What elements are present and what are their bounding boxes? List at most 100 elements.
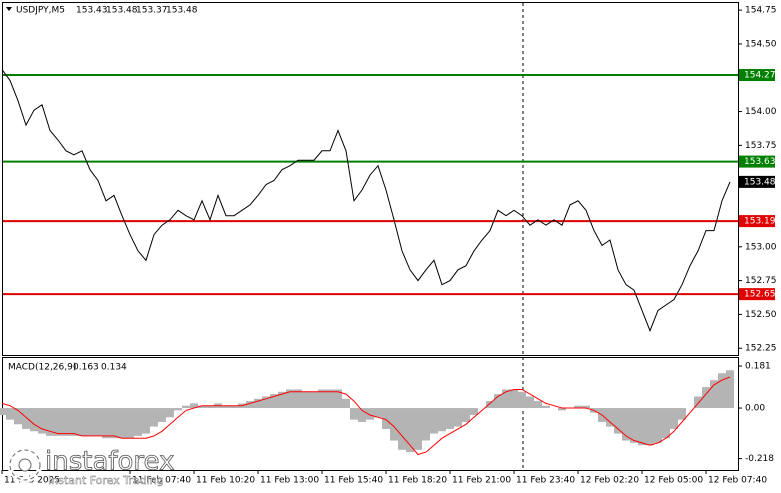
- macd-bar: [678, 408, 686, 420]
- y-tick-label: 152.75: [745, 276, 777, 286]
- macd-title: MACD(12,26,9): [8, 363, 76, 373]
- x-tick-label: 11 Feb 23:40: [516, 476, 575, 486]
- macd-bar: [126, 408, 134, 439]
- macd-bar: [46, 408, 54, 436]
- y-tick-label: 153.00: [745, 242, 777, 252]
- macd-bar: [334, 389, 342, 409]
- macd-bar: [118, 408, 126, 439]
- macd-bar: [614, 408, 622, 434]
- macd-bar: [526, 396, 534, 409]
- x-tick-label: 11 Feb 15:40: [324, 476, 383, 486]
- macd-bar: [646, 408, 654, 446]
- price-line: [1, 69, 731, 333]
- macd-bar: [358, 408, 366, 422]
- macd-bar: [6, 408, 14, 420]
- macd-bar: [222, 405, 230, 409]
- macd-bar: [110, 408, 118, 439]
- macd-bar: [30, 408, 38, 432]
- macd-bar: [102, 408, 110, 439]
- macd-bar: [38, 408, 46, 434]
- macd-bar: [510, 389, 518, 409]
- macd-bar: [462, 408, 470, 422]
- x-tick-label: 12 Feb 07:40: [708, 476, 767, 486]
- macd-bar: [54, 408, 62, 436]
- macd-bar: [390, 408, 398, 441]
- macd-bar: [0, 408, 6, 416]
- y-tick-label: 154.50: [745, 39, 777, 49]
- x-tick-label: 11 Feb 07:40: [132, 476, 191, 486]
- ohlc-value: 153.48: [106, 6, 138, 16]
- macd-bar: [62, 408, 70, 436]
- tagline: Instant Forex Trading: [48, 474, 164, 487]
- macd-bar: [174, 408, 182, 411]
- macd-bar: [350, 408, 358, 420]
- macd-bar: [294, 389, 302, 409]
- macd-value: 0.134: [101, 363, 127, 373]
- level-tag: [739, 288, 775, 301]
- level-tag: [739, 69, 775, 82]
- macd-bar: [246, 401, 254, 409]
- macd-bar: [518, 391, 526, 409]
- macd-value: 0.163: [73, 363, 99, 373]
- macd-bar: [494, 394, 502, 409]
- macd-bar: [630, 408, 638, 443]
- level-tag: [739, 155, 775, 168]
- y-tick-label: 154.00: [745, 107, 777, 117]
- level-tag: [739, 215, 775, 228]
- x-tick-label: 11 Feb 13:00: [260, 476, 319, 486]
- macd-bar: [582, 405, 590, 409]
- macd-bar: [230, 405, 238, 409]
- macd-bar: [502, 389, 510, 409]
- macd-bar: [622, 408, 630, 441]
- y-tick-label: 152.50: [745, 310, 777, 320]
- x-tick-label: 11 Feb 18:20: [388, 476, 447, 486]
- macd-bar: [654, 408, 662, 443]
- ohlc-value: 153.48: [166, 6, 198, 16]
- menu-arrow: [6, 7, 12, 11]
- macd-bar: [694, 396, 702, 409]
- macd-bar: [398, 408, 406, 450]
- ohlc-value: 153.43: [76, 6, 108, 16]
- level-label: 153.19: [744, 217, 776, 227]
- signal-line: [1, 376, 731, 456]
- macd-bar: [414, 408, 422, 450]
- macd-bar: [326, 389, 334, 409]
- level-label: 154.27: [744, 71, 776, 81]
- logo-core: [18, 458, 32, 472]
- x-tick-label: 11 Feb 21:00: [452, 476, 511, 486]
- last-price-tag: [739, 175, 775, 188]
- macd-bar: [94, 408, 102, 436]
- x-tick-label: 12 Feb 05:00: [644, 476, 703, 486]
- macd-bar: [78, 408, 86, 436]
- macd-bar: [302, 391, 310, 409]
- macd-bar: [662, 408, 670, 439]
- macd-bar: [454, 408, 462, 427]
- macd-bar: [638, 408, 646, 446]
- macd-bar: [558, 408, 566, 411]
- macd-bar: [430, 408, 438, 434]
- macd-bar: [286, 389, 294, 409]
- macd-bar: [150, 408, 158, 427]
- macd-bar: [14, 408, 22, 425]
- macd-bar: [270, 394, 278, 409]
- macd-bar: [206, 405, 214, 409]
- macd-bar: [166, 408, 174, 418]
- level-label: 153.63: [744, 157, 776, 167]
- macd-bar: [70, 408, 78, 436]
- macd-bar: [542, 405, 550, 409]
- macd-bar: [310, 391, 318, 409]
- macd-bar: [374, 408, 382, 418]
- macd-bar: [278, 391, 286, 409]
- y-tick-label: -0.218: [745, 454, 774, 464]
- macd-bar: [534, 401, 542, 409]
- macd-bar: [182, 405, 190, 409]
- y-tick-label: 152.25: [745, 344, 777, 354]
- macd-bar: [86, 408, 94, 436]
- x-tick-label: 11 Feb 10:20: [196, 476, 255, 486]
- y-tick-label: 154.75: [745, 6, 777, 16]
- macd-bar: [702, 387, 710, 409]
- macd-bar: [718, 373, 726, 409]
- macd-bar: [190, 403, 198, 409]
